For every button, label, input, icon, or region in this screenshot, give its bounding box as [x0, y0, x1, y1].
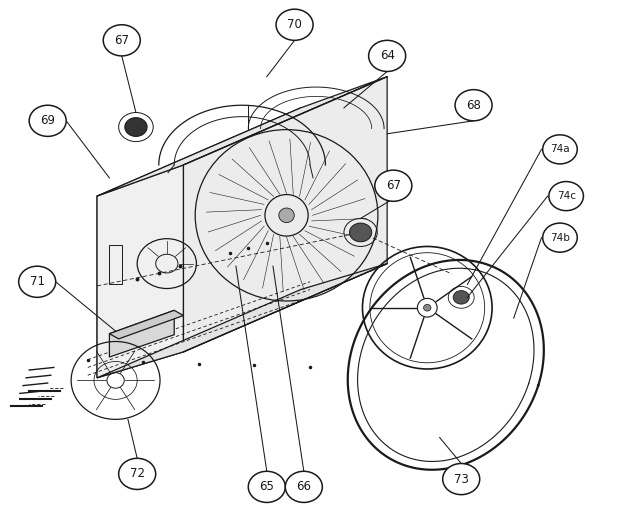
Text: 72: 72 [130, 467, 144, 480]
Polygon shape [97, 165, 184, 378]
Text: 74c: 74c [557, 191, 575, 201]
Text: 66: 66 [296, 480, 311, 493]
Polygon shape [109, 310, 174, 357]
Circle shape [453, 291, 469, 304]
Text: 65: 65 [259, 480, 274, 493]
Circle shape [542, 223, 577, 252]
Circle shape [29, 105, 66, 136]
Circle shape [125, 117, 147, 136]
Text: 71: 71 [30, 275, 45, 288]
Polygon shape [109, 310, 184, 339]
Circle shape [285, 471, 322, 503]
Circle shape [455, 90, 492, 121]
Text: 70: 70 [287, 18, 302, 31]
Text: 69: 69 [40, 114, 55, 127]
Circle shape [118, 458, 156, 490]
Text: 74b: 74b [550, 233, 570, 243]
Text: 64: 64 [379, 50, 395, 63]
Text: 68: 68 [466, 99, 481, 112]
Circle shape [369, 40, 405, 72]
Circle shape [549, 182, 583, 211]
Circle shape [350, 223, 372, 242]
Circle shape [276, 9, 313, 40]
Text: 73: 73 [454, 472, 469, 485]
Text: 67: 67 [114, 34, 129, 47]
Circle shape [104, 25, 140, 56]
Text: 74a: 74a [550, 145, 570, 155]
Circle shape [248, 471, 285, 503]
Circle shape [542, 135, 577, 164]
Ellipse shape [423, 304, 431, 311]
Text: eReplacementParts.com: eReplacementParts.com [246, 264, 374, 274]
Polygon shape [97, 108, 301, 378]
Circle shape [375, 170, 412, 201]
Polygon shape [97, 77, 387, 196]
Circle shape [443, 464, 480, 495]
Polygon shape [184, 77, 387, 352]
Circle shape [19, 266, 56, 298]
Ellipse shape [279, 208, 294, 222]
Polygon shape [97, 264, 387, 378]
Bar [109, 245, 122, 284]
Text: 67: 67 [386, 179, 401, 192]
